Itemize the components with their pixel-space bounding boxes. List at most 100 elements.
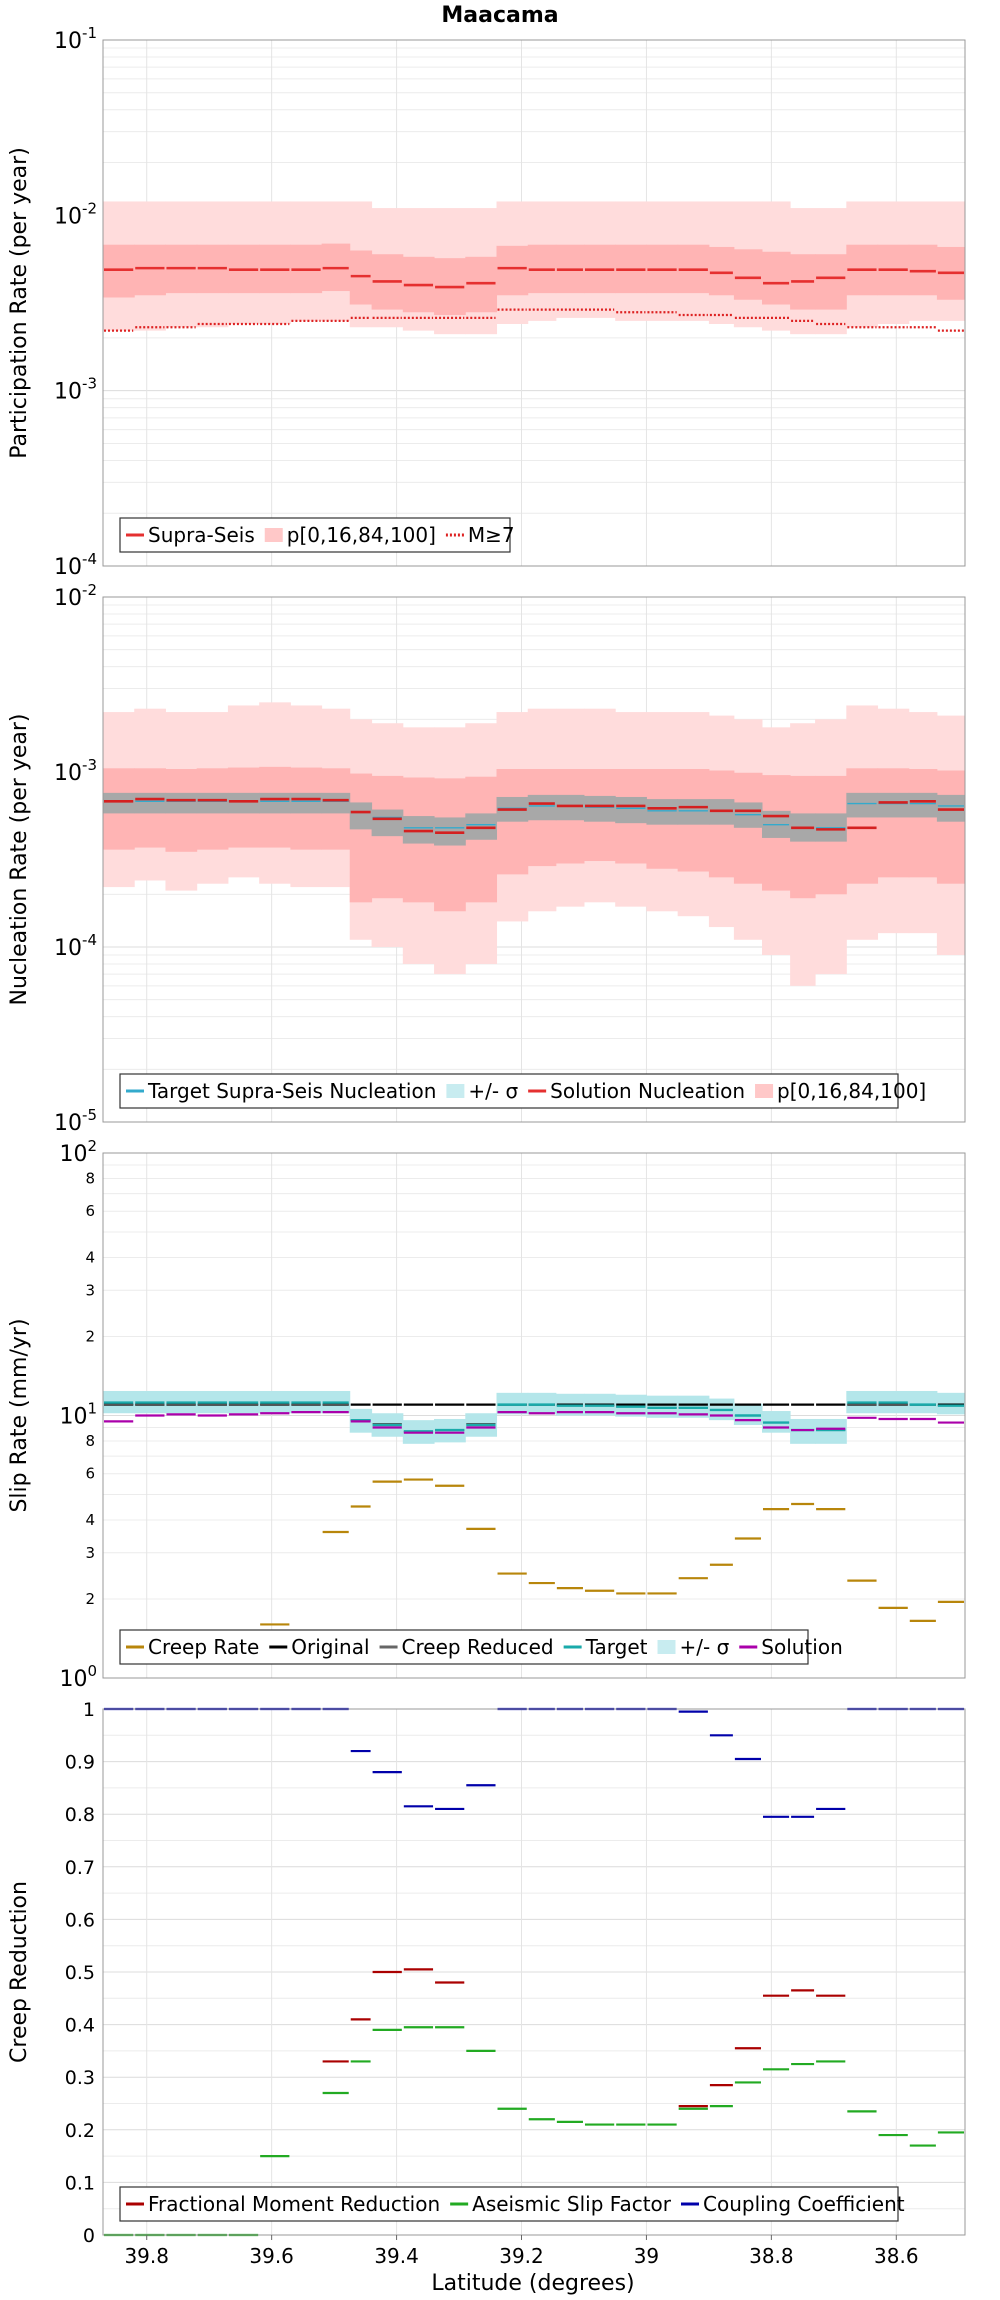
legend: Supra-Seis p[0,16,84,100] M≥7 xyxy=(119,517,515,553)
legend-label: Target xyxy=(585,1635,648,1659)
y-tick-label: 10-4 xyxy=(54,931,97,961)
plot-frame xyxy=(102,39,966,567)
y-minor-tick-label: 6 xyxy=(85,1202,95,1220)
tick-exponent: 2 xyxy=(87,1137,97,1155)
legend-label: Fractional Moment Reduction xyxy=(148,2192,440,2216)
x-tick-label: 39.4 xyxy=(374,2244,419,2268)
band-target-sigma xyxy=(790,1418,816,1444)
y-tick-label: 10-1 xyxy=(54,24,97,54)
y-tick-label: 10-3 xyxy=(54,375,97,405)
y-ticks: 10-510-410-310-2 xyxy=(54,581,97,1136)
tick-exponent: -3 xyxy=(82,756,97,774)
x-tick-label: 39.8 xyxy=(124,2244,169,2268)
band-target-sigma xyxy=(321,792,351,814)
tick-exponent: 1 xyxy=(87,1400,97,1418)
x-tick-label: 39.6 xyxy=(249,2244,294,2268)
tick-exponent: -2 xyxy=(82,199,97,217)
band-p16-84 xyxy=(761,251,791,305)
y-tick-label: 0.9 xyxy=(65,1752,95,1774)
plot-frame xyxy=(102,1152,966,1679)
tick-exponent: -1 xyxy=(82,24,97,42)
legend-label: Creep Reduced xyxy=(402,1635,554,1659)
band-p16-84 xyxy=(908,769,938,878)
band-target-sigma xyxy=(615,796,647,824)
legend-label: M≥7 xyxy=(468,523,515,547)
y-minor-tick-label: 2 xyxy=(85,1590,95,1608)
legend-swatch xyxy=(657,1640,676,1654)
series xyxy=(104,797,964,834)
series-Supra-Seis xyxy=(104,266,964,289)
legend: Creep Rate Original Creep Reduced Target +/-… xyxy=(119,1629,843,1665)
legend-swatch xyxy=(755,1084,774,1098)
legend-label: Creep Rate xyxy=(148,1635,259,1659)
tick-base: 10 xyxy=(54,380,82,405)
tick-exponent: -4 xyxy=(82,550,97,568)
band-target-sigma xyxy=(134,792,166,814)
band-target-sigma xyxy=(349,802,373,830)
legend-label: p[0,16,84,100] xyxy=(777,1079,926,1103)
y-axis-label: Slip Rate (mm/yr) xyxy=(7,1318,32,1512)
y-tick-label: 0.7 xyxy=(65,1857,95,1879)
legend: Fractional Moment Reduction Aseismic Slip… xyxy=(119,2186,905,2222)
legend-box xyxy=(119,2186,899,2222)
band-p16-84 xyxy=(371,775,404,899)
band-target-sigma xyxy=(815,1418,847,1444)
band-p16-84 xyxy=(496,245,529,296)
y-tick-label: 10-2 xyxy=(54,199,97,229)
chart-panel-creep: 0 0.1 0.2 0.3 0.4 0.5 0.6 0.7 0.8 0.9 1 Creep Reduc… xyxy=(7,1699,966,2268)
band-target-sigma xyxy=(908,1390,938,1414)
band-p16-84 xyxy=(815,254,847,310)
bands xyxy=(103,702,966,986)
grid xyxy=(103,1708,965,2236)
series-M≥7 xyxy=(104,308,964,332)
legend-label: +/- σ xyxy=(468,1079,518,1103)
series-Solution Nucleation xyxy=(104,797,964,834)
tick-base: 10 xyxy=(59,1142,87,1167)
tick-exponent: -3 xyxy=(82,375,97,393)
band-p16-84 xyxy=(936,770,966,884)
y-tick-label: 101 xyxy=(59,1400,97,1430)
band-target-sigma xyxy=(908,792,938,818)
legend-swatch xyxy=(264,528,283,542)
series-Target xyxy=(104,1401,964,1433)
band-p16-84 xyxy=(708,246,735,296)
legend-label: Solution xyxy=(761,1635,842,1659)
y-minor-tick-label: 6 xyxy=(85,1465,95,1483)
legend-label: Original xyxy=(291,1635,369,1659)
x-tick-label: 39.2 xyxy=(499,2244,544,2268)
band-target-sigma xyxy=(227,792,260,814)
band-target-sigma xyxy=(290,792,323,814)
y-minor-tick-label: 2 xyxy=(85,1327,95,1345)
legend-label: p[0,16,84,100] xyxy=(287,523,436,547)
band-target-sigma xyxy=(555,794,585,821)
band-p16-84 xyxy=(134,244,166,296)
y-tick-label: 10-4 xyxy=(54,550,97,580)
band-target-sigma xyxy=(677,799,710,825)
legend-box xyxy=(119,517,511,553)
tick-base: 10 xyxy=(54,1111,82,1136)
tick-base: 10 xyxy=(59,1667,87,1692)
tick-exponent: -5 xyxy=(82,1106,97,1124)
series-Solution xyxy=(104,1411,964,1434)
tick-exponent: 0 xyxy=(87,1662,97,1680)
y-tick-label: 0.3 xyxy=(65,2067,95,2089)
legend-swatch xyxy=(446,1084,465,1098)
legend-label: Supra-Seis xyxy=(148,523,255,547)
x-axis-label: Latitude (degrees) xyxy=(431,2271,634,2296)
band-target-sigma xyxy=(103,792,135,814)
tick-base: 10 xyxy=(54,936,82,961)
y-minor-tick-label: 4 xyxy=(85,1511,95,1529)
y-tick-label: 10-5 xyxy=(54,1106,97,1136)
tick-base: 10 xyxy=(54,555,82,580)
band-target-sigma xyxy=(583,795,616,822)
plot-frame xyxy=(102,1708,966,2236)
tick-base: 10 xyxy=(54,586,82,611)
band-p16-84 xyxy=(877,768,910,878)
band-target-sigma xyxy=(527,794,557,821)
legend-label: Solution Nucleation xyxy=(550,1079,745,1103)
band-p16-84 xyxy=(846,768,879,884)
y-tick-label: 102 xyxy=(59,1137,97,1167)
y-tick-label: 100 xyxy=(59,1662,97,1692)
y-tick-label: 0.5 xyxy=(65,1962,95,1984)
